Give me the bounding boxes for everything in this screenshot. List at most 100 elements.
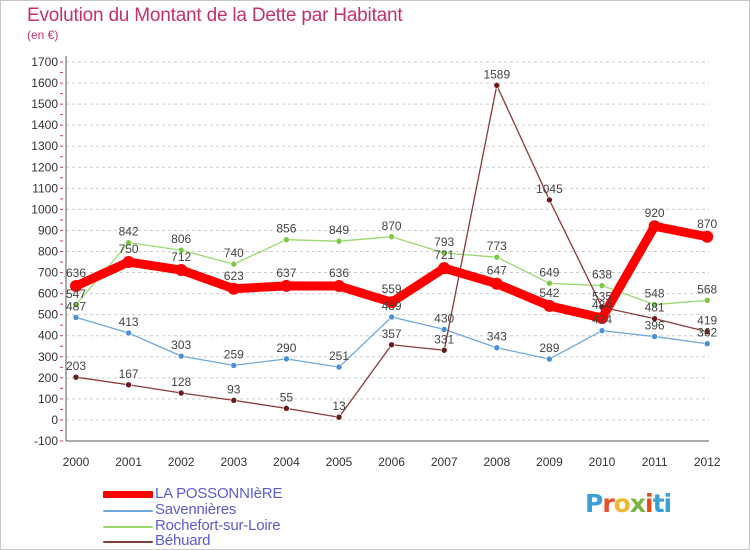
data-label: 870 [697, 217, 717, 231]
data-point [177, 389, 185, 397]
x-tick-label: 2004 [273, 455, 300, 469]
data-label: 849 [329, 223, 349, 237]
data-point [388, 341, 395, 349]
chart-title: Evolution du Montant de la Dette par Hab… [27, 5, 403, 26]
legend-label-rochefort-sur-loire: Rochefort-sur-Loire [155, 517, 281, 534]
x-tick-label: 2010 [589, 455, 616, 469]
y-tick-label: 1100 [32, 181, 58, 195]
data-point [703, 328, 711, 336]
data-label: 1589 [483, 67, 510, 81]
data-point [546, 196, 553, 204]
data-point [493, 82, 501, 89]
data-label: 487 [66, 299, 86, 313]
y-tick-label: 1400 [31, 118, 58, 132]
data-label: 842 [119, 225, 139, 239]
x-tick-label: 2003 [220, 455, 247, 469]
data-point [543, 299, 556, 312]
data-label: 167 [119, 367, 139, 381]
legend-label-savennieres: Savennières [155, 501, 237, 518]
chart-subtitle: (en €) [27, 28, 59, 42]
legend-label-behuard: Béhuard [155, 532, 211, 549]
x-tick-label: 2008 [483, 455, 510, 469]
data-label: 489 [382, 299, 402, 313]
data-point [72, 373, 80, 381]
data-label: 259 [224, 347, 244, 361]
data-label: 343 [487, 330, 507, 344]
data-label: 623 [224, 269, 244, 283]
data-point [230, 397, 238, 404]
y-tick-label: 100 [38, 392, 58, 406]
grid-lines [66, 61, 709, 442]
data-point [177, 352, 185, 360]
data-label: 637 [276, 266, 296, 280]
data-label: 203 [66, 359, 86, 373]
data-point [490, 277, 503, 290]
data-point [70, 280, 82, 293]
logo-letter: x [629, 489, 646, 518]
data-point [440, 326, 448, 333]
data-point [598, 282, 606, 289]
data-point [227, 282, 240, 295]
data-label: 331 [434, 332, 454, 346]
data-label: 806 [171, 232, 191, 246]
logo-letter: o [613, 489, 631, 518]
y-tick-label: 800 [38, 245, 58, 259]
axes: -100 0 100 200 300 400 500 600 700 800 900 1000 1100… [31, 55, 721, 469]
data-label: 55 [280, 390, 294, 404]
y-tick-label: 1000 [31, 202, 58, 216]
y-tick-label: 600 [38, 287, 58, 301]
y-tick-label: 0 [51, 413, 58, 427]
data-point [388, 313, 395, 321]
data-point [651, 301, 658, 308]
data-label: 93 [227, 382, 241, 396]
data-label: 289 [539, 341, 559, 355]
data-point [596, 312, 608, 325]
y-tick-label: 900 [38, 223, 58, 237]
data-point [230, 362, 238, 369]
proxiti-logo: Proxiti [585, 489, 673, 518]
data-label: 870 [382, 219, 402, 233]
data-label: 636 [329, 266, 349, 280]
x-tick-label: 2012 [694, 455, 721, 469]
data-label: 424 [592, 313, 612, 327]
logo-letter: t [652, 489, 665, 518]
data-label: 649 [539, 265, 559, 279]
data-point [440, 249, 448, 257]
data-label: 413 [119, 315, 139, 329]
data-label: 484 [592, 298, 612, 312]
data-label: 481 [645, 301, 665, 315]
data-point [283, 355, 290, 363]
logo-letter: i [663, 489, 673, 518]
series-lines [70, 82, 714, 421]
y-tick-label: 200 [38, 371, 58, 385]
data-point [648, 220, 661, 233]
data-point [546, 355, 553, 363]
data-point [546, 279, 553, 287]
data-point [385, 296, 398, 309]
data-point [701, 230, 714, 243]
y-tick-label: -100 [34, 434, 58, 448]
data-point [493, 344, 501, 352]
data-label: 128 [171, 375, 191, 389]
data-label: 548 [645, 287, 665, 301]
x-tick-label: 2000 [63, 455, 90, 469]
data-point [333, 280, 345, 293]
data-point [125, 239, 132, 246]
data-point [72, 301, 80, 309]
data-point [122, 256, 135, 269]
data-label: 740 [224, 246, 244, 260]
legend-swatch-la-possonniere [103, 491, 153, 498]
legend-swatch-rochefort-sur-loire [103, 526, 153, 528]
logo-letter: i [645, 489, 654, 518]
data-label: 636 [66, 266, 86, 280]
data-point [598, 327, 606, 334]
data-label: 568 [697, 282, 717, 296]
data-point [72, 314, 80, 321]
data-point [175, 264, 188, 277]
data-label: 547 [66, 287, 86, 301]
x-tick-label: 2011 [642, 455, 668, 469]
data-label: 542 [539, 286, 559, 300]
data-point [651, 315, 658, 322]
